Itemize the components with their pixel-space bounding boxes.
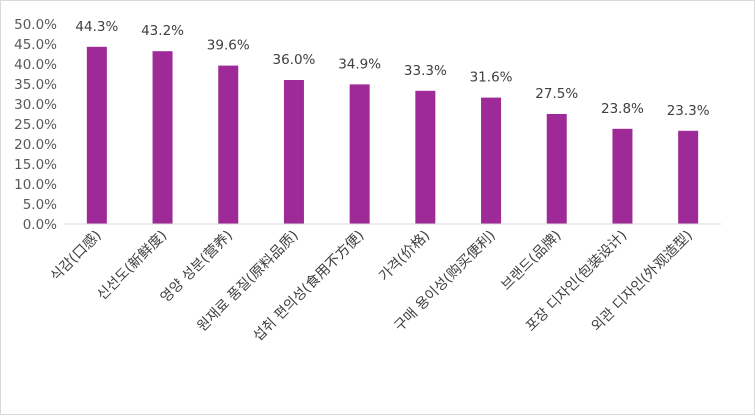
bar <box>283 80 304 224</box>
bar <box>481 97 502 224</box>
data-label: 27.5% <box>535 86 578 102</box>
y-tick-label: 15.0% <box>14 157 57 173</box>
category-label: 가격(价格) <box>376 228 433 285</box>
data-label: 23.8% <box>601 101 644 117</box>
y-tick-label: 5.0% <box>23 197 57 213</box>
y-tick-label: 45.0% <box>14 37 57 53</box>
y-tick-label: 40.0% <box>14 57 57 73</box>
y-tick-label: 30.0% <box>14 97 57 113</box>
bar <box>546 114 567 224</box>
data-label: 39.6% <box>207 38 250 54</box>
y-tick-label: 0.0% <box>23 217 57 233</box>
bar <box>612 128 633 224</box>
data-label: 33.3% <box>404 63 447 79</box>
bar <box>218 65 239 224</box>
bars <box>86 46 699 225</box>
category-label: 식감(口感) <box>47 227 105 285</box>
category-labels: 식감(口感)신선도(新鲜度)영양 성분(营养)원재료 품질(原料品质)섭취 편의… <box>47 227 696 345</box>
data-label: 23.3% <box>667 103 710 119</box>
y-axis: 0.0% 5.0% 10.0% 15.0% 20.0% 25.0% 30.0% 35.0% 40… <box>14 17 57 233</box>
bar <box>349 84 370 225</box>
bar <box>678 130 699 224</box>
bar <box>152 51 173 225</box>
y-tick-label: 50.0% <box>14 17 57 33</box>
y-tick-label: 35.0% <box>14 77 57 93</box>
data-label: 36.0% <box>273 52 316 68</box>
bar <box>86 46 107 224</box>
category-label: 브랜드(品牌) <box>498 227 565 294</box>
y-tick-label: 10.0% <box>14 177 57 193</box>
bar <box>415 90 436 224</box>
data-label: 34.9% <box>338 56 381 72</box>
data-label: 44.3% <box>75 19 118 35</box>
y-tick-label: 20.0% <box>14 137 57 153</box>
data-label: 43.2% <box>141 23 184 39</box>
y-tick-label: 25.0% <box>14 117 57 133</box>
data-labels: 44.3% 43.2% 39.6% 36.0% 34.9% 33.3% 31.6% 27.5%… <box>75 19 709 119</box>
data-label: 31.6% <box>470 70 513 86</box>
category-label: 섭취 편의성(食用不方便) <box>250 227 368 345</box>
